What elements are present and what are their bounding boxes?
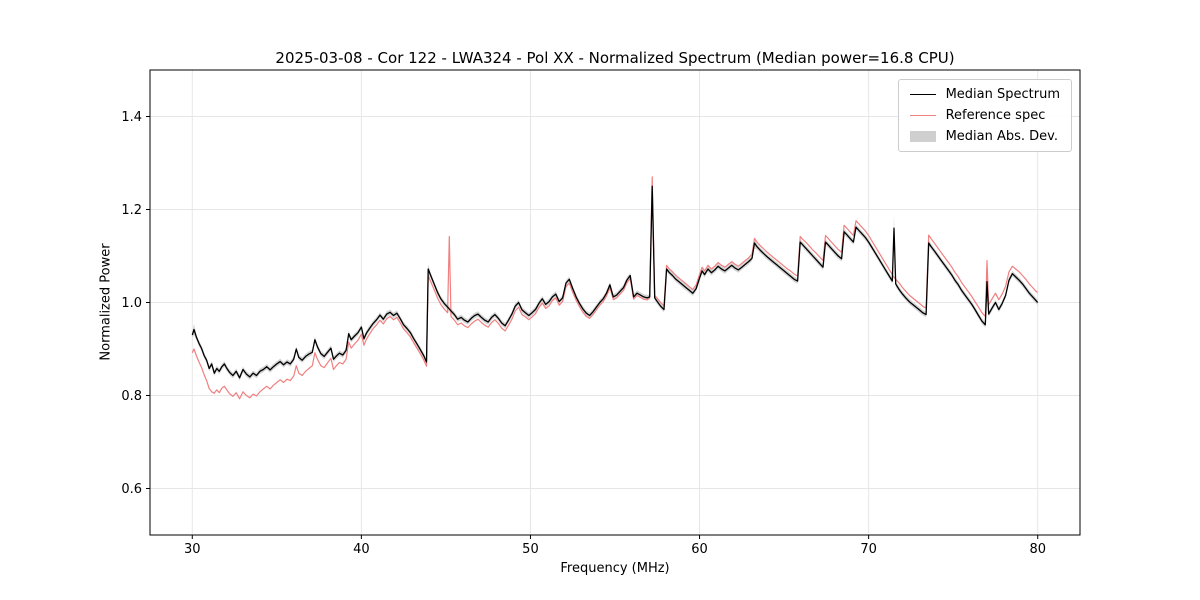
legend-entry-median-abs-dev: Median Abs. Dev. <box>909 129 1060 144</box>
legend-label-median-spectrum: Median Spectrum <box>945 87 1060 102</box>
y-tick-label: 1.0 <box>121 296 142 311</box>
chart-title: 2025-03-08 - Cor 122 - LWA324 - Pol XX -… <box>275 49 955 67</box>
legend: Median Spectrum Reference spec Median Ab… <box>897 79 1072 152</box>
median-abs-dev-patch-swatch <box>909 131 936 142</box>
median-spectrum-line-swatch <box>909 94 936 95</box>
x-tick-label: 60 <box>691 542 708 557</box>
legend-label-reference-spec: Reference spec <box>945 108 1046 123</box>
x-tick-label: 70 <box>860 542 877 557</box>
y-tick-label: 1.4 <box>121 110 142 125</box>
y-tick-label: 0.8 <box>121 389 142 404</box>
legend-label-median-abs-dev: Median Abs. Dev. <box>945 129 1059 144</box>
median-spectrum-line <box>191 185 1039 379</box>
y-tick-label: 1.2 <box>121 203 142 218</box>
legend-entry-reference-spec: Reference spec <box>909 108 1060 123</box>
reference-spec-line-swatch <box>909 115 936 116</box>
x-tick-label: 80 <box>1029 542 1046 557</box>
x-tick-label: 50 <box>522 542 539 557</box>
x-axis-label: Frequency (MHz) <box>560 561 670 576</box>
y-axis-label: Normalized Power <box>98 243 114 361</box>
y-tick-label: 0.6 <box>121 482 142 497</box>
legend-entry-median-spectrum: Median Spectrum <box>909 87 1060 102</box>
x-tick-label: 30 <box>184 542 201 557</box>
x-tick-label: 40 <box>353 542 370 557</box>
